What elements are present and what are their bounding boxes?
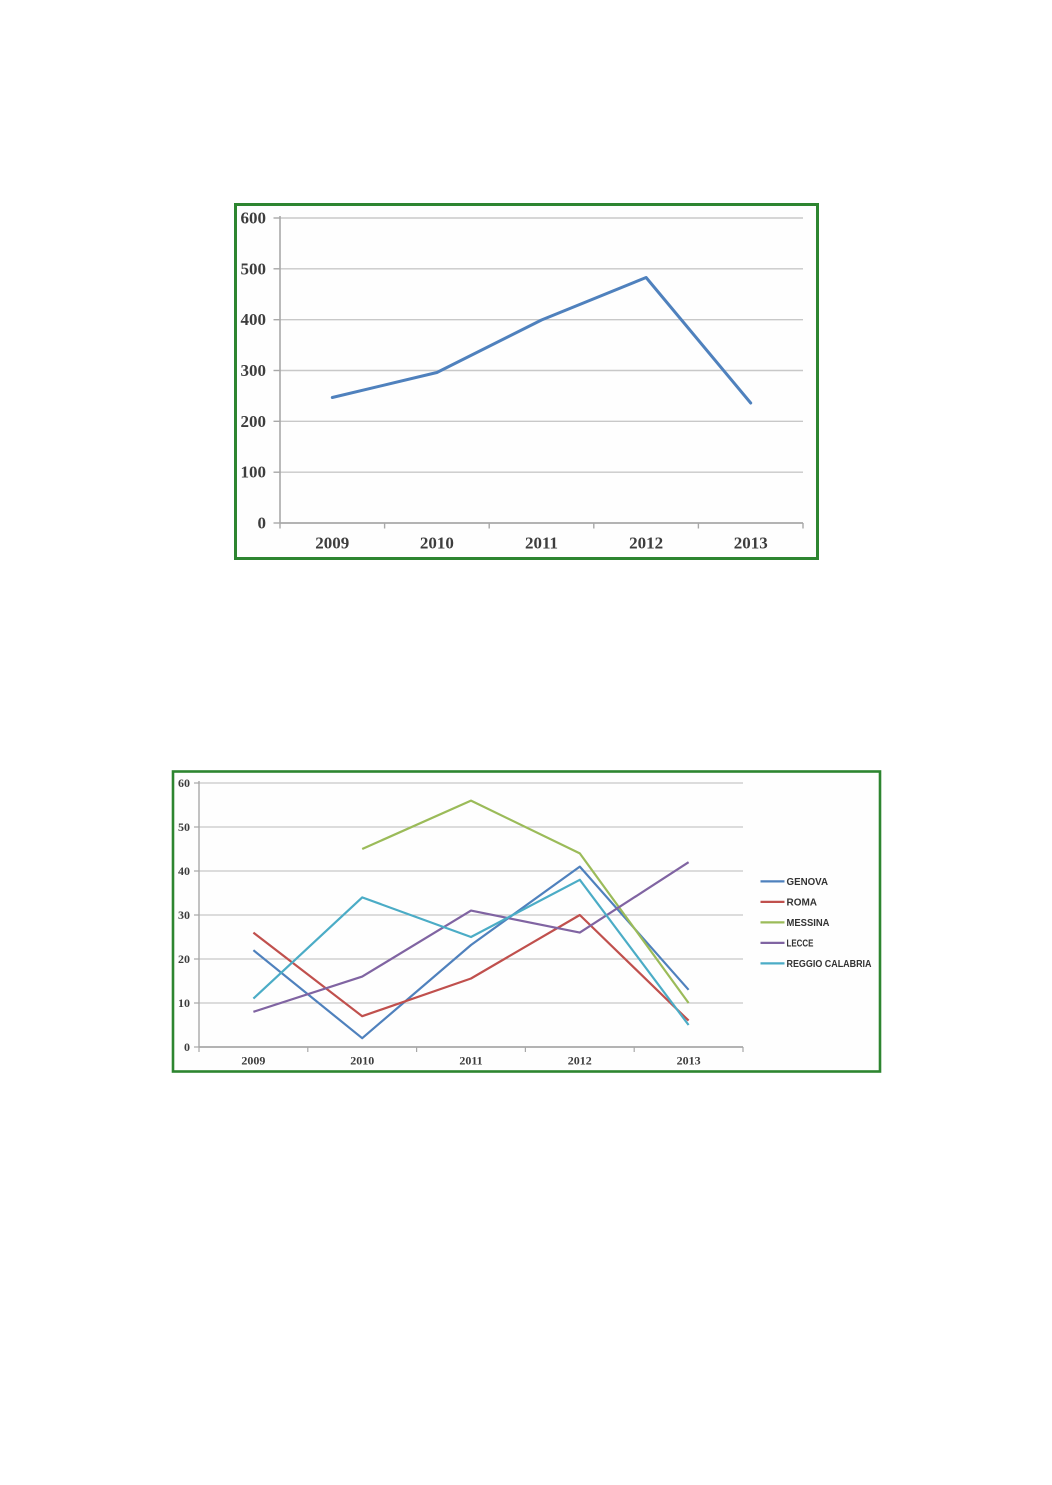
svg-text:300: 300: [241, 361, 267, 380]
svg-text:400: 400: [241, 310, 267, 329]
svg-text:60: 60: [178, 776, 190, 790]
svg-text:50: 50: [178, 820, 190, 834]
svg-text:GENOVA: GENOVA: [787, 877, 829, 888]
svg-text:2013: 2013: [677, 1054, 701, 1068]
svg-text:MESSINA: MESSINA: [787, 918, 830, 929]
svg-text:2012: 2012: [568, 1054, 592, 1068]
svg-text:2009: 2009: [241, 1054, 265, 1068]
svg-text:500: 500: [241, 259, 267, 278]
svg-text:LECCE: LECCE: [787, 939, 814, 950]
svg-text:2012: 2012: [629, 534, 663, 553]
svg-text:10: 10: [178, 996, 190, 1010]
svg-text:600: 600: [241, 209, 267, 228]
svg-text:200: 200: [241, 412, 267, 431]
svg-text:2011: 2011: [459, 1054, 482, 1068]
svg-text:2010: 2010: [420, 534, 454, 553]
svg-text:40: 40: [178, 864, 190, 878]
svg-text:30: 30: [178, 908, 190, 922]
svg-text:20: 20: [178, 952, 190, 966]
svg-text:2009: 2009: [315, 534, 349, 553]
svg-text:ROMA: ROMA: [787, 898, 818, 909]
svg-text:0: 0: [184, 1040, 190, 1054]
svg-text:2010: 2010: [350, 1054, 374, 1068]
svg-text:2011: 2011: [525, 534, 558, 553]
svg-text:100: 100: [241, 463, 267, 482]
svg-text:2013: 2013: [734, 534, 768, 553]
svg-text:REGGIO CALABRIA: REGGIO CALABRIA: [787, 959, 872, 970]
svg-text:0: 0: [258, 514, 267, 533]
